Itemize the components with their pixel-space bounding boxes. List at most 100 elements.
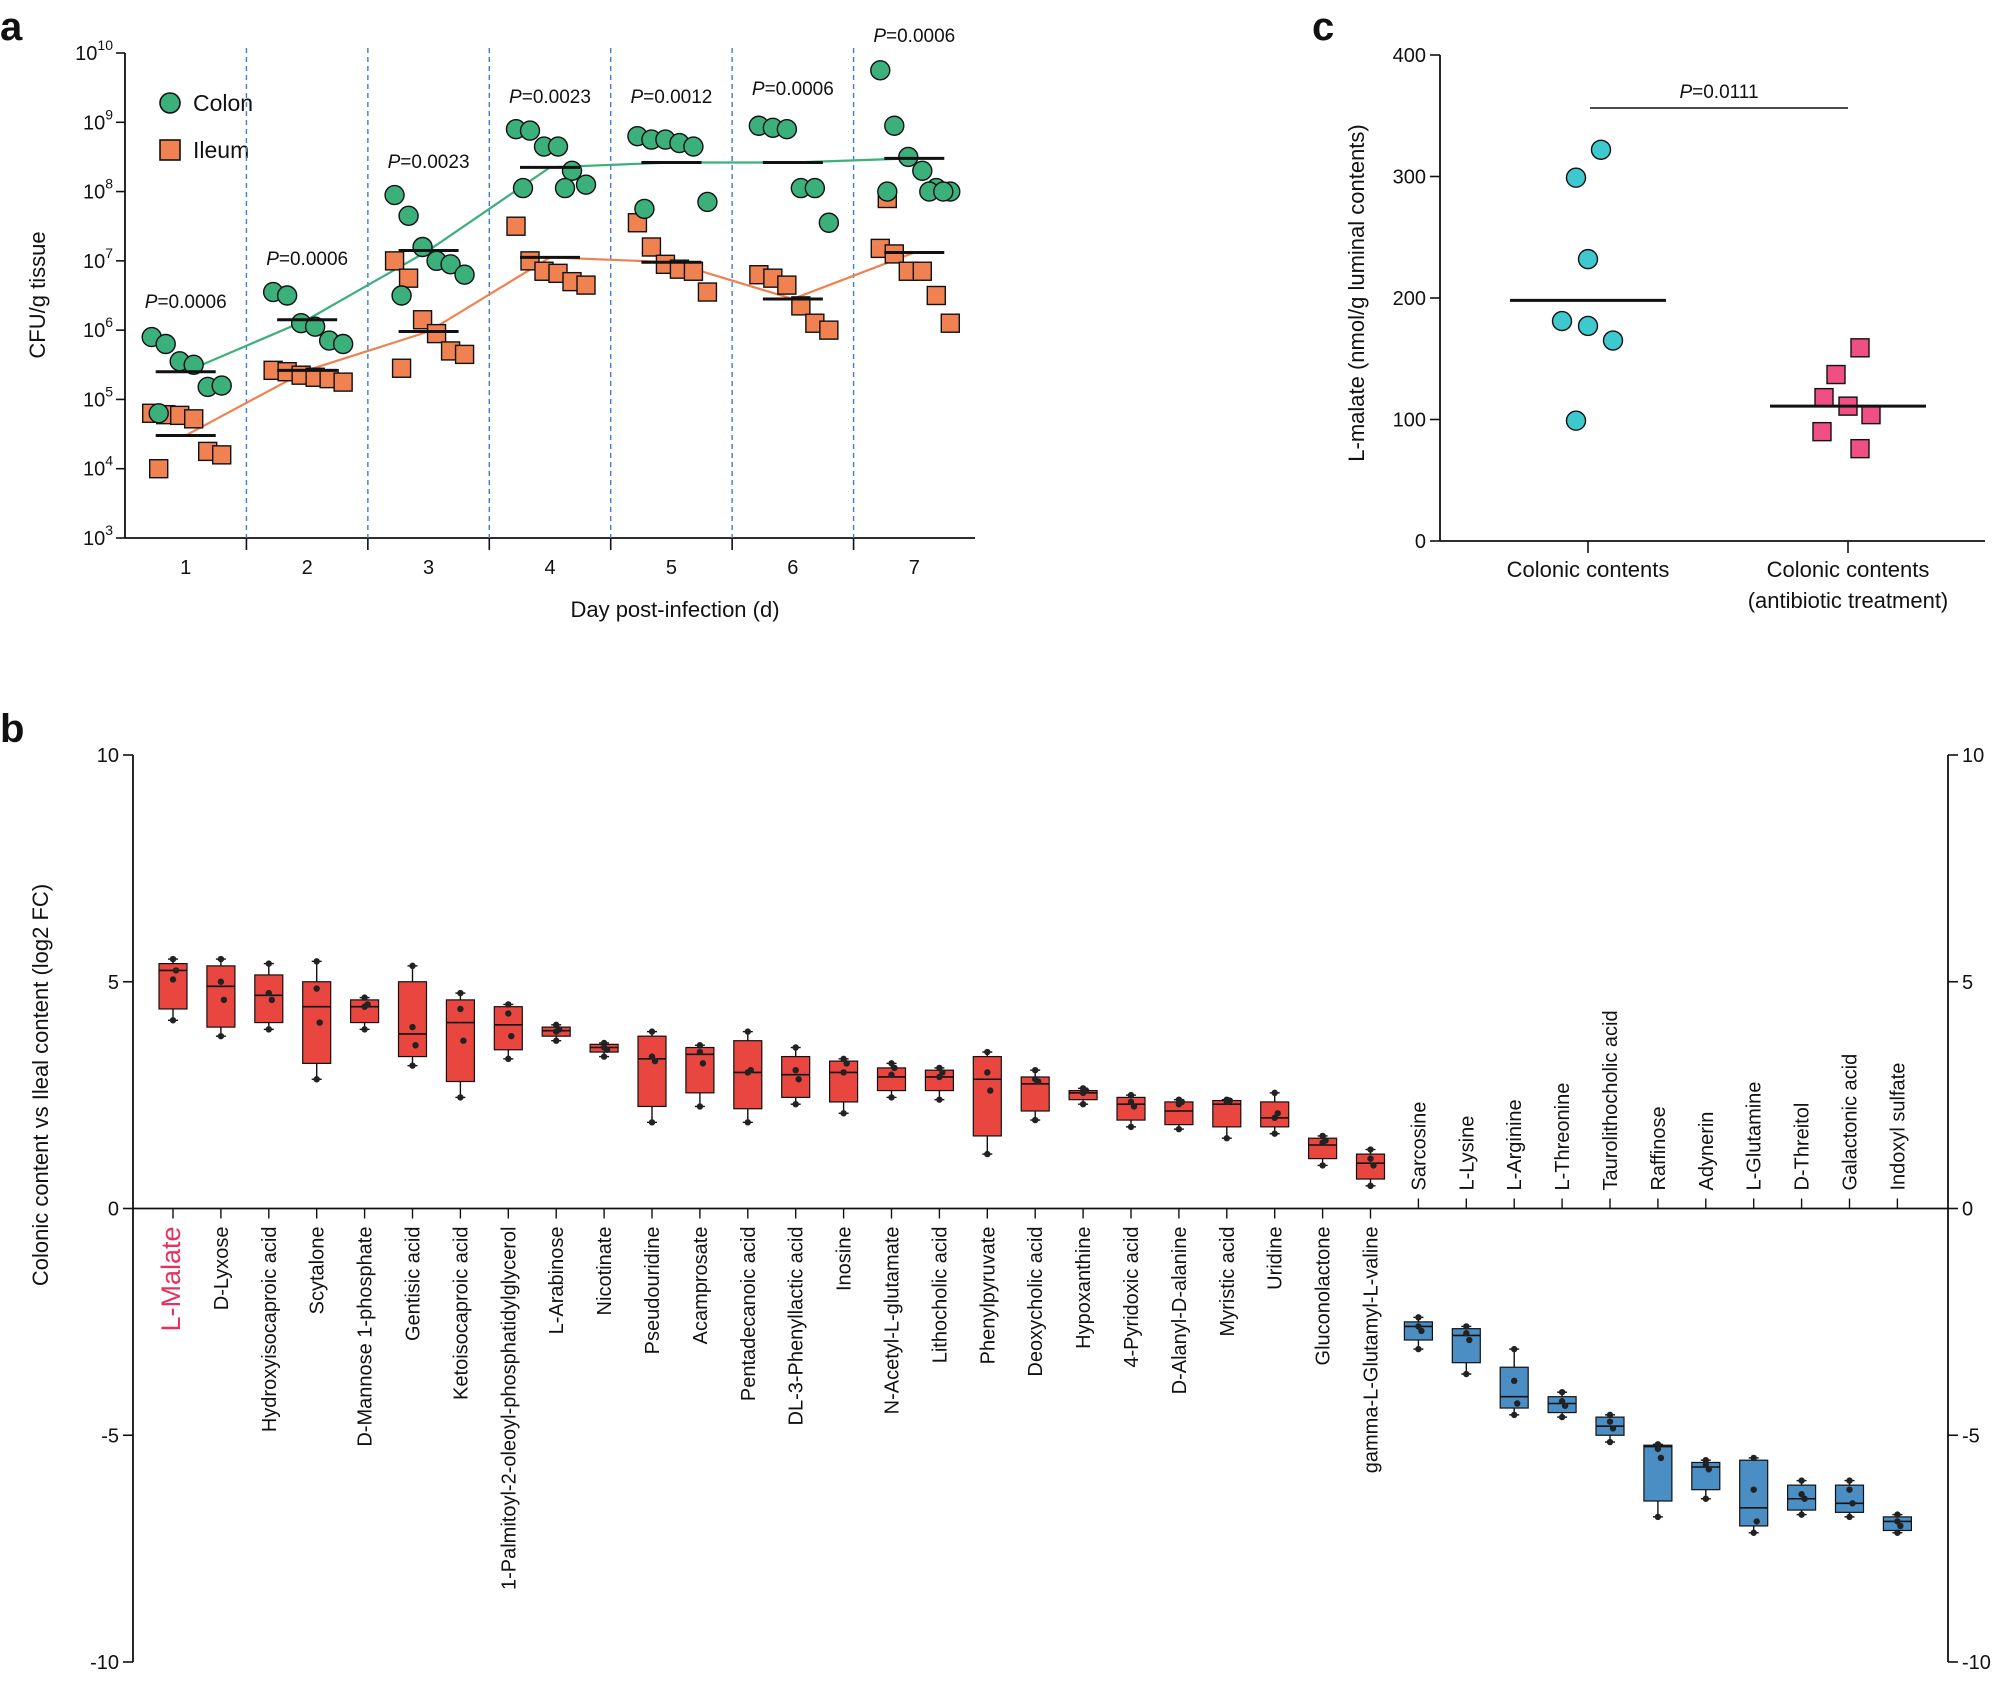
metabolite-down-dot	[1750, 1529, 1757, 1536]
metabolite-label: L-Arabinose	[546, 1227, 568, 1335]
panel-a-ylabel: CFU/g tissue	[25, 231, 50, 358]
panel-a-xtick-label: 1	[180, 557, 191, 579]
metabolite-up-dot	[600, 1053, 608, 1060]
metabolite-down-box	[1643, 1444, 1673, 1502]
panel-a-ytick-label: 105	[83, 383, 113, 411]
metabolite-up-dot	[747, 1066, 754, 1074]
ileum-point	[333, 372, 353, 392]
metabolite-up-dot	[1322, 1137, 1329, 1144]
metabolite-label: DL-3-Phenyllactic acid	[786, 1227, 808, 1426]
metabolite-label: Lithocholic acid	[929, 1227, 951, 1364]
metabolite-up-dot	[987, 1087, 994, 1094]
metabolite-down-dot	[1894, 1529, 1901, 1536]
metabolite-down-dot	[1654, 1445, 1662, 1453]
panel-a-xtick-label: 6	[787, 557, 798, 579]
legend-colon-label: Colon	[193, 90, 253, 116]
metabolite-up-dot	[409, 1023, 416, 1031]
metabolite-up-dot	[1319, 1162, 1326, 1169]
metabolite-up-dot	[648, 1119, 656, 1126]
metabolite-up-box-group	[876, 1060, 907, 1101]
ileum-point	[683, 261, 704, 281]
colon-point	[877, 181, 898, 202]
antibiotic-point	[1812, 421, 1832, 442]
metabolite-down-dot	[1750, 1486, 1757, 1493]
ileum-point	[926, 285, 946, 306]
panel-a-p-value: P=0.0023	[388, 152, 470, 173]
colonic-point	[1577, 315, 1599, 337]
metabolite-down-box-group	[1547, 1388, 1577, 1421]
metabolite-up-dot	[696, 1103, 704, 1110]
metabolite-up-dot	[840, 1110, 847, 1117]
colon-point	[519, 120, 541, 141]
metabolite-down-dot	[1798, 1491, 1805, 1498]
colonic-point	[1551, 310, 1573, 332]
ileum-point	[791, 296, 811, 316]
panel-a-ytick-label: 107	[83, 245, 113, 273]
metabolite-up-dot	[505, 1001, 512, 1008]
metabolite-label: Ketoisocaproic acid	[450, 1227, 472, 1400]
metabolite-down-dot	[1801, 1495, 1808, 1502]
panel-a-p-value: P=0.0023	[509, 87, 591, 108]
metabolite-label: Scytalone	[307, 1227, 329, 1315]
panel-b-right-ytick-label: -5	[1962, 1425, 1980, 1447]
metabolite-up-box-group	[206, 955, 236, 1040]
metabolite-up-dot	[795, 1076, 802, 1083]
panel-b-ytick-label: -5	[101, 1425, 119, 1447]
panel-a-xtick-label: 7	[909, 557, 920, 579]
antibiotic-point	[1861, 404, 1881, 425]
metabolite-up-dot	[313, 1076, 320, 1083]
metabolite-down-dot	[1606, 1438, 1614, 1446]
colon-point	[384, 184, 405, 206]
metabolite-up-dot	[412, 1042, 419, 1049]
colon-point	[412, 236, 433, 258]
antibiotic-point	[1814, 387, 1834, 408]
metabolite-up-box-group	[589, 1039, 619, 1060]
metabolite-down-dot	[1657, 1454, 1665, 1462]
metabolite-up-dot	[1032, 1116, 1039, 1124]
colon-point	[804, 177, 826, 199]
metabolite-up-dot	[316, 1019, 323, 1026]
metabolite-up-dot	[457, 989, 464, 997]
panel-a-p-value: P=0.0006	[145, 292, 227, 313]
metabolite-up-dot	[936, 1064, 943, 1072]
panel-c-ytick-label: 200	[1393, 288, 1426, 310]
panel-a-xtick-label: 3	[423, 557, 434, 579]
metabolite-label-highlight: L-Malate	[156, 1227, 186, 1332]
antibiotic-point	[1850, 438, 1870, 459]
metabolite-down-dot	[1511, 1345, 1518, 1353]
metabolite-down-dot	[1846, 1513, 1853, 1521]
metabolite-down-dot	[1849, 1500, 1856, 1507]
ileum-point	[149, 459, 169, 479]
metabolite-down-dot	[1511, 1377, 1518, 1385]
panel-c-xtick-label: Colonic contents	[1767, 557, 1930, 582]
metabolite-up-dot	[843, 1060, 850, 1067]
metabolite-label: Adynerin	[1696, 1112, 1718, 1191]
panel-a-ytick-label: 106	[83, 314, 113, 342]
metabolite-up-dot	[891, 1064, 898, 1072]
metabolite-down-dot	[1897, 1522, 1904, 1530]
metabolite-up-box	[972, 1055, 1002, 1137]
metabolite-up-box	[1260, 1101, 1290, 1128]
colon-point	[912, 160, 933, 181]
panel-c-ylabel: L-malate (nmol/g luminal contents)	[1344, 124, 1369, 461]
metabolite-down-dot	[1606, 1411, 1614, 1419]
metabolite-up-dot	[744, 1028, 751, 1035]
panel-b-ytick-label: 0	[108, 1199, 119, 1221]
metabolite-up-dot	[792, 1066, 799, 1074]
colon-point	[554, 177, 576, 199]
metabolite-down-dot	[1558, 1413, 1566, 1421]
ileum-point	[576, 275, 596, 295]
metabolite-up-box	[781, 1055, 811, 1098]
metabolite-down-dot	[1846, 1486, 1853, 1493]
metabolite-down-dot	[1702, 1456, 1710, 1464]
metabolite-label: Deoxycholic acid	[1025, 1227, 1047, 1377]
metabolite-up-dot	[553, 1021, 560, 1029]
panel-a-ytick-label: 109	[83, 106, 113, 134]
metabolite-label: Acamprosate	[690, 1227, 712, 1345]
metabolite-up-box-group	[1212, 1096, 1242, 1142]
metabolite-down-dot	[1514, 1400, 1521, 1407]
panel-c-p-value: P=0.0111	[1679, 82, 1758, 103]
metabolite-down-box-group	[1499, 1345, 1529, 1419]
metabolite-label: Indoxyl sulfate	[1887, 1063, 1909, 1191]
metabolite-down-dot	[1894, 1518, 1901, 1525]
